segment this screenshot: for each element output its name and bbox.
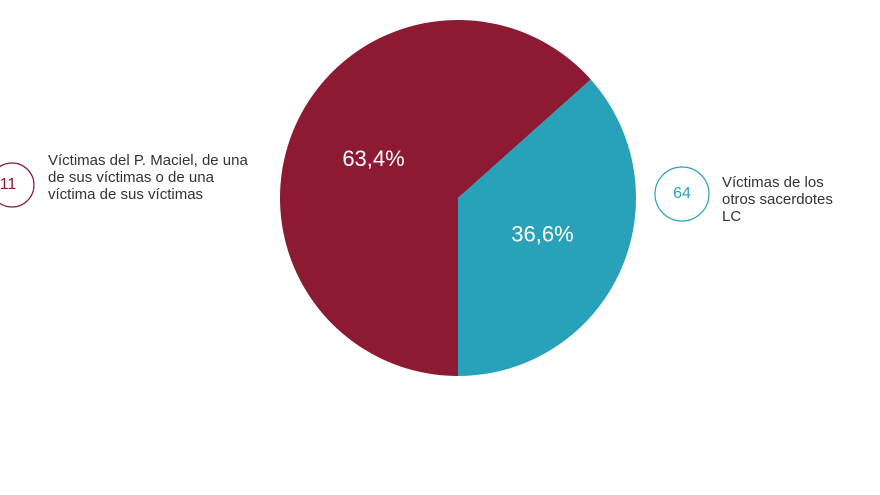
legend-label: Víctimas del P. Maciel, de una de sus ví… <box>48 152 248 203</box>
count-badge <box>654 166 710 222</box>
slice-label: 36,6% <box>511 222 573 247</box>
pie-slice <box>458 79 637 376</box>
pie-slice <box>279 19 591 376</box>
count-label: 64 <box>673 185 691 202</box>
count-label: 11 <box>0 176 16 193</box>
count-badge <box>0 162 35 208</box>
slice-label: 63,4% <box>342 146 404 171</box>
legend-label: Víctimas de los otros sacerdotes LC <box>722 174 833 225</box>
